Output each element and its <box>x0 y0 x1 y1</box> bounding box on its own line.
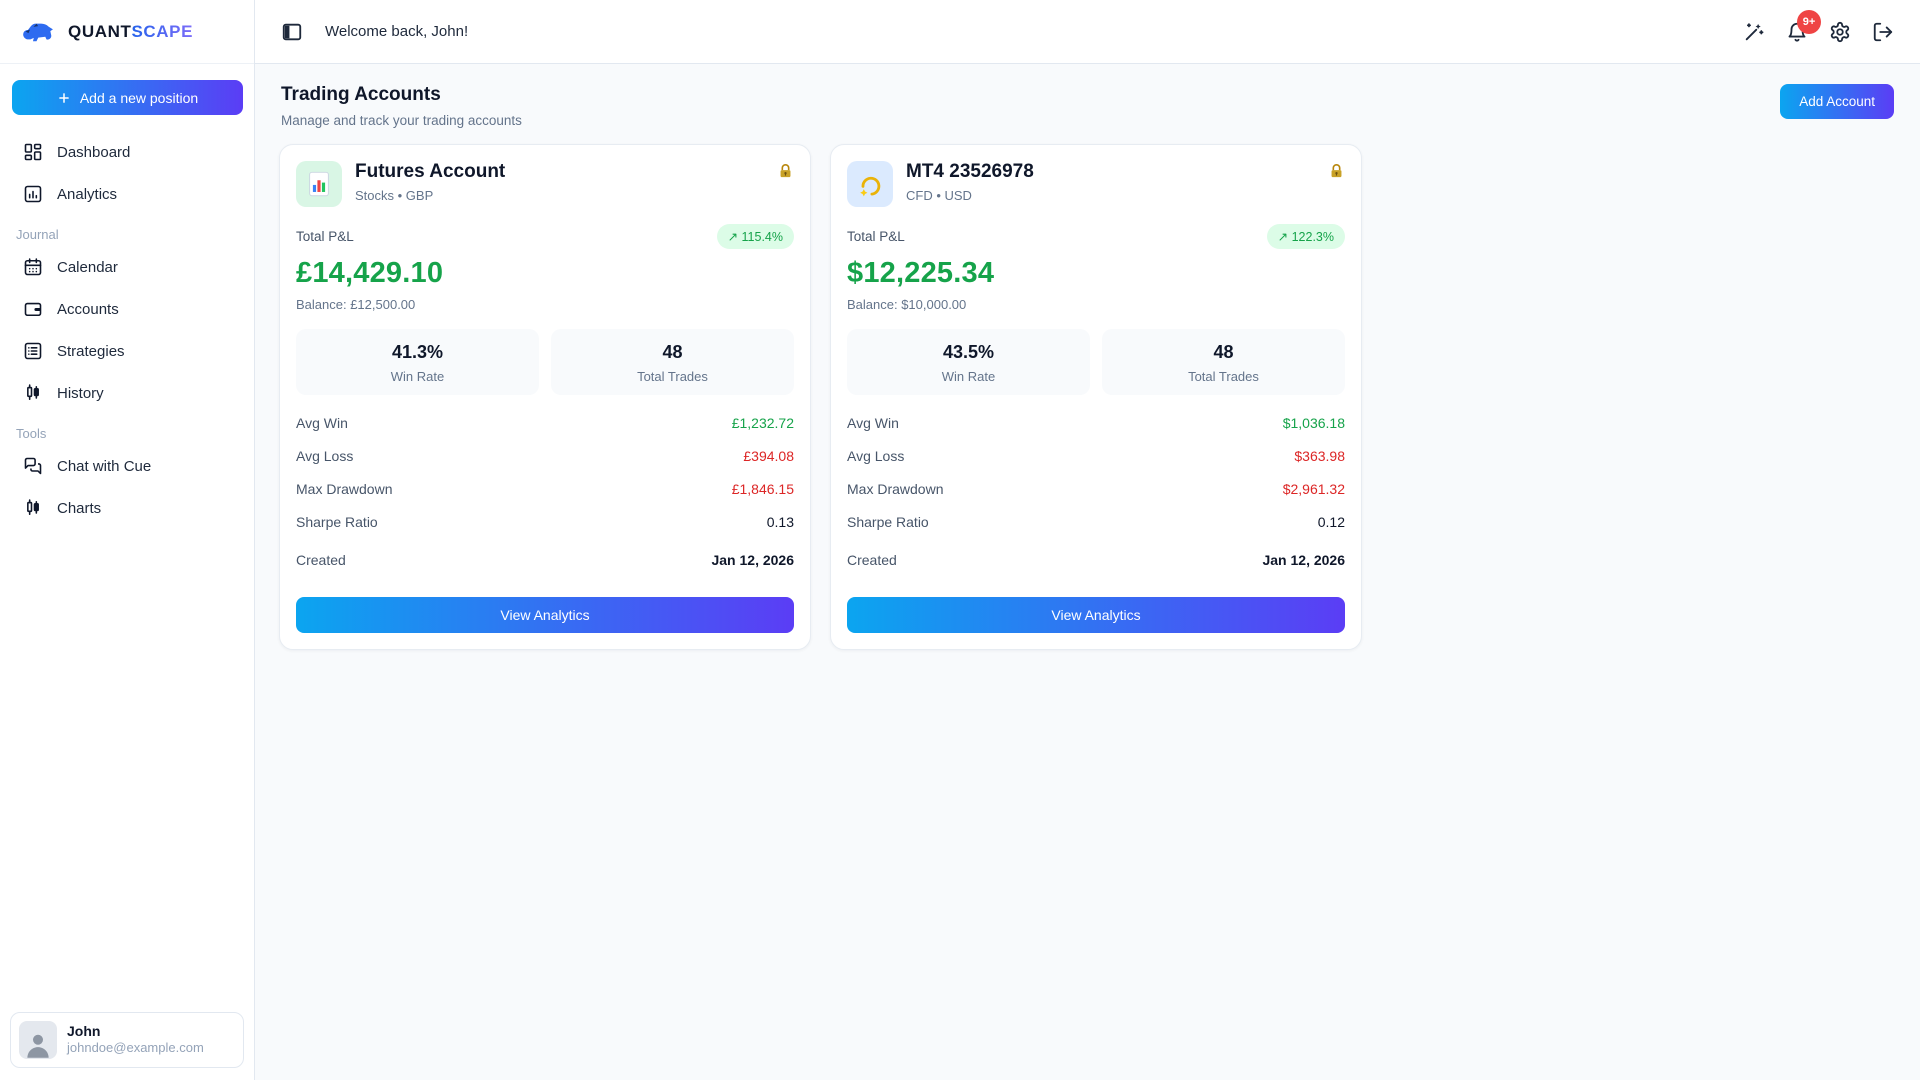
account-card-futures: Futures Account Stocks • GBP Total P&L ↗… <box>279 144 811 650</box>
logout-button[interactable] <box>1872 21 1894 43</box>
win-rate-stat: 41.3% Win Rate <box>296 329 539 395</box>
metric-row-max-drawdown: Max Drawdown $2,961.32 <box>847 480 1345 497</box>
brand-logo[interactable]: QUANTSCAPE <box>0 0 254 64</box>
sidebar-section-journal: Journal <box>16 227 59 242</box>
sidebar-item-calendar[interactable]: Calendar <box>10 246 244 288</box>
page-subtitle: Manage and track your trading accounts <box>281 113 522 128</box>
main-content: Trading Accounts Manage and track your t… <box>255 64 1920 1080</box>
metric-row-avg-loss: Avg Loss $363.98 <box>847 447 1345 464</box>
brand-name: QUANTSCAPE <box>68 21 194 41</box>
wallet-icon <box>23 299 43 319</box>
sidebar-section-tools: Tools <box>16 426 47 441</box>
settings-button[interactable] <box>1829 21 1851 43</box>
balance-text: Balance: £12,500.00 <box>296 297 416 312</box>
plus-icon <box>57 91 71 105</box>
pl-change-badge: ↗ 115.4% <box>716 224 794 249</box>
add-position-button[interactable]: Add a new position <box>12 80 243 115</box>
page-title: Trading Accounts <box>281 84 441 105</box>
metric-row-avg-win: Avg Win $1,036.18 <box>847 414 1345 431</box>
win-rate-stat: 43.5% Win Rate <box>847 329 1090 395</box>
total-trades-stat: 48 Total Trades <box>1102 329 1345 395</box>
sidebar-item-dashboard[interactable]: Dashboard <box>10 131 244 173</box>
metric-row-created: Created Jan 12, 2026 <box>296 551 794 568</box>
metric-row-avg-win: Avg Win £1,232.72 <box>296 414 794 431</box>
list-icon <box>23 341 43 361</box>
sidebar: QUANTSCAPE Add a new position Dashboard … <box>0 0 255 1080</box>
sidebar-item-accounts[interactable]: Accounts <box>10 288 244 330</box>
avatar <box>19 1021 57 1059</box>
balance-text: Balance: $10,000.00 <box>847 297 967 312</box>
account-meta: CFD • USD <box>906 187 972 203</box>
user-name: John <box>67 1022 101 1039</box>
top-header: Welcome back, John! 9+ <box>255 0 1920 64</box>
calendar-icon <box>23 257 43 277</box>
total-trades-stat: 48 Total Trades <box>551 329 794 395</box>
user-email: johndoe@example.com <box>67 1040 204 1056</box>
notifications-button[interactable]: 9+ <box>1786 9 1821 43</box>
candlestick-icon <box>23 498 43 518</box>
account-name: MT4 23526978 <box>906 161 1034 182</box>
analytics-icon <box>23 184 43 204</box>
add-account-button[interactable]: Add Account <box>1780 84 1894 119</box>
sidebar-item-charts[interactable]: Charts <box>10 487 244 529</box>
metric-row-created: Created Jan 12, 2026 <box>847 551 1345 568</box>
metric-row-sharpe-ratio: Sharpe Ratio 0.13 <box>296 513 794 530</box>
sidebar-item-chat-with-cue[interactable]: Chat with Cue <box>10 445 244 487</box>
lock-icon <box>1328 163 1345 180</box>
view-analytics-button[interactable]: View Analytics <box>847 597 1345 633</box>
pl-label: Total P&L <box>847 229 905 244</box>
sidebar-item-history[interactable]: History <box>10 372 244 414</box>
lock-icon <box>777 163 794 180</box>
bar-chart-emoji-icon <box>296 161 342 207</box>
metric-row-avg-loss: Avg Loss £394.08 <box>296 447 794 464</box>
account-card-mt4: MT4 23526978 CFD • USD Total P&L ↗ 122.3… <box>830 144 1362 650</box>
metric-row-max-drawdown: Max Drawdown £1,846.15 <box>296 480 794 497</box>
dashboard-icon <box>23 142 43 162</box>
view-analytics-button[interactable]: View Analytics <box>296 597 794 633</box>
chat-icon <box>23 456 43 476</box>
pl-value: £14,429.10 <box>296 257 444 289</box>
sidebar-nav: Dashboard Analytics Journal Calendar Acc… <box>0 121 254 529</box>
sidebar-item-strategies[interactable]: Strategies <box>10 330 244 372</box>
sidebar-toggle-button[interactable] <box>281 21 303 43</box>
pl-change-badge: ↗ 122.3% <box>1266 224 1345 249</box>
sidebar-item-analytics[interactable]: Analytics <box>10 173 244 215</box>
welcome-text: Welcome back, John! <box>325 23 469 40</box>
account-name: Futures Account <box>355 161 506 182</box>
user-profile[interactable]: John johndoe@example.com <box>10 1012 244 1068</box>
notification-badge: 9+ <box>1797 9 1821 34</box>
account-meta: Stocks • GBP <box>355 187 434 203</box>
account-cards: Futures Account Stocks • GBP Total P&L ↗… <box>255 144 1920 650</box>
pl-label: Total P&L <box>296 229 354 244</box>
magic-wand-button[interactable] <box>1743 21 1765 43</box>
bull-logo-icon <box>20 19 58 45</box>
metric-row-sharpe-ratio: Sharpe Ratio 0.12 <box>847 513 1345 530</box>
pl-value: $12,225.34 <box>847 257 995 289</box>
candlestick-icon <box>23 383 43 403</box>
comet-emoji-icon <box>847 161 893 207</box>
